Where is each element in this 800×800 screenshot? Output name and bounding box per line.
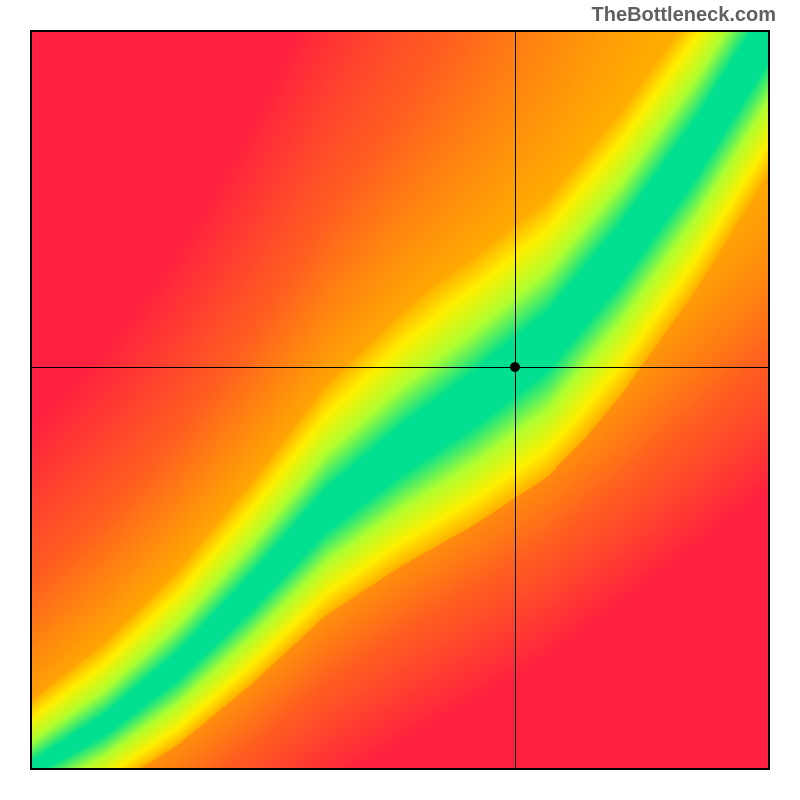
plot-border bbox=[30, 768, 770, 770]
plot-border bbox=[30, 30, 770, 32]
heatmap-canvas bbox=[30, 30, 770, 770]
heatmap-plot bbox=[30, 30, 770, 770]
plot-border bbox=[768, 30, 770, 770]
crosshair-horizontal bbox=[30, 367, 770, 368]
crosshair-vertical bbox=[515, 30, 516, 770]
plot-border bbox=[30, 30, 32, 770]
crosshair-marker bbox=[510, 362, 520, 372]
attribution-text: TheBottleneck.com bbox=[592, 4, 776, 27]
